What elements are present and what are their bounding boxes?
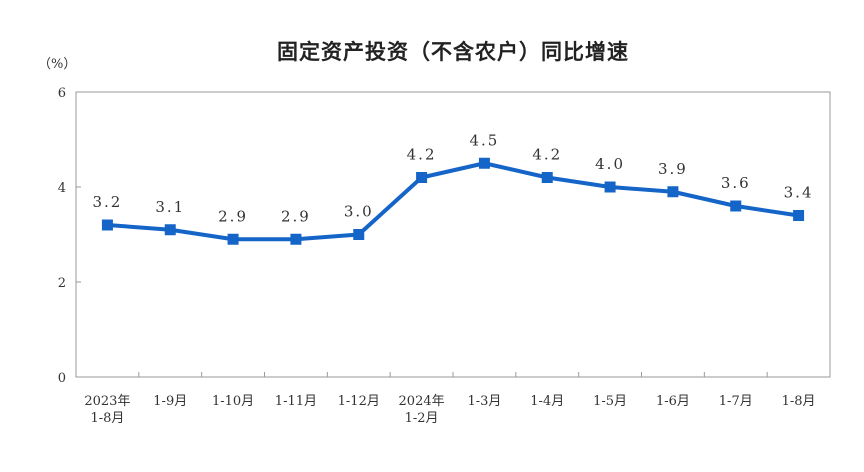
data-label: 3.6 bbox=[721, 174, 751, 192]
data-point-marker bbox=[541, 172, 553, 183]
data-point-marker bbox=[353, 229, 365, 240]
x-tick-label: 1-10月 bbox=[212, 394, 254, 409]
data-label: 2.9 bbox=[218, 207, 248, 225]
x-tick-label: 1-8月 bbox=[782, 394, 816, 409]
x-tick-label: 1-9月 bbox=[153, 394, 187, 409]
y-axis: 0 2 4 6 bbox=[58, 86, 81, 386]
data-label: 4.5 bbox=[469, 131, 499, 149]
data-point-marker bbox=[290, 233, 302, 245]
x-tick-label: 2023年 1-8月 bbox=[84, 394, 130, 426]
data-labels: 3.2 3.1 2.9 2.9 3.0 4.2 4.5 4.2 4.0 3.9 3.6 3.4 bbox=[92, 131, 814, 225]
data-point-marker bbox=[667, 186, 679, 198]
series-line bbox=[107, 161, 799, 242]
y-axis-unit-label: （%） bbox=[38, 57, 77, 72]
data-label: 3.2 bbox=[92, 193, 122, 211]
data-point-marker bbox=[793, 210, 805, 221]
x-tick-label: 1-3月 bbox=[467, 394, 501, 409]
data-label: 3.0 bbox=[344, 203, 374, 221]
data-label: 4.0 bbox=[595, 155, 625, 173]
data-point-marker bbox=[227, 233, 239, 245]
x-tick-label: 1-12月 bbox=[338, 394, 380, 409]
data-label: 3.1 bbox=[155, 198, 185, 216]
x-tick-label: 1-6月 bbox=[656, 394, 690, 409]
y-tick-label: 4 bbox=[58, 181, 66, 196]
data-point-marker bbox=[416, 172, 428, 183]
data-label: 3.4 bbox=[784, 184, 814, 202]
data-point-marker bbox=[730, 200, 742, 212]
data-label: 4.2 bbox=[532, 146, 562, 164]
data-label: 3.9 bbox=[658, 160, 688, 178]
data-label: 2.9 bbox=[281, 207, 311, 225]
x-tick-label: 1-4月 bbox=[530, 394, 564, 409]
y-tick-label: 6 bbox=[58, 86, 66, 101]
x-tick-label: 2024年 1-2月 bbox=[399, 394, 445, 426]
data-point-marker bbox=[101, 219, 113, 231]
data-point-marker bbox=[604, 181, 616, 193]
y-tick-label: 2 bbox=[58, 276, 66, 291]
data-point-marker bbox=[164, 224, 176, 236]
series-investment-growth bbox=[101, 157, 805, 245]
data-label: 4.2 bbox=[407, 146, 437, 164]
x-tick-label: 1-7月 bbox=[719, 394, 753, 409]
data-point-marker bbox=[478, 157, 490, 169]
x-axis: 2023年 1-8月 1-9月 1-10月 1-11月 1-12月 2024年 1-2月 1-3… bbox=[84, 372, 816, 426]
chart-title: 固定资产投资（不含农户）同比增速 bbox=[277, 40, 629, 64]
x-tick-label: 1-5月 bbox=[593, 394, 627, 409]
x-tick-label: 1-11月 bbox=[275, 394, 317, 409]
y-tick-label: 0 bbox=[58, 371, 66, 386]
